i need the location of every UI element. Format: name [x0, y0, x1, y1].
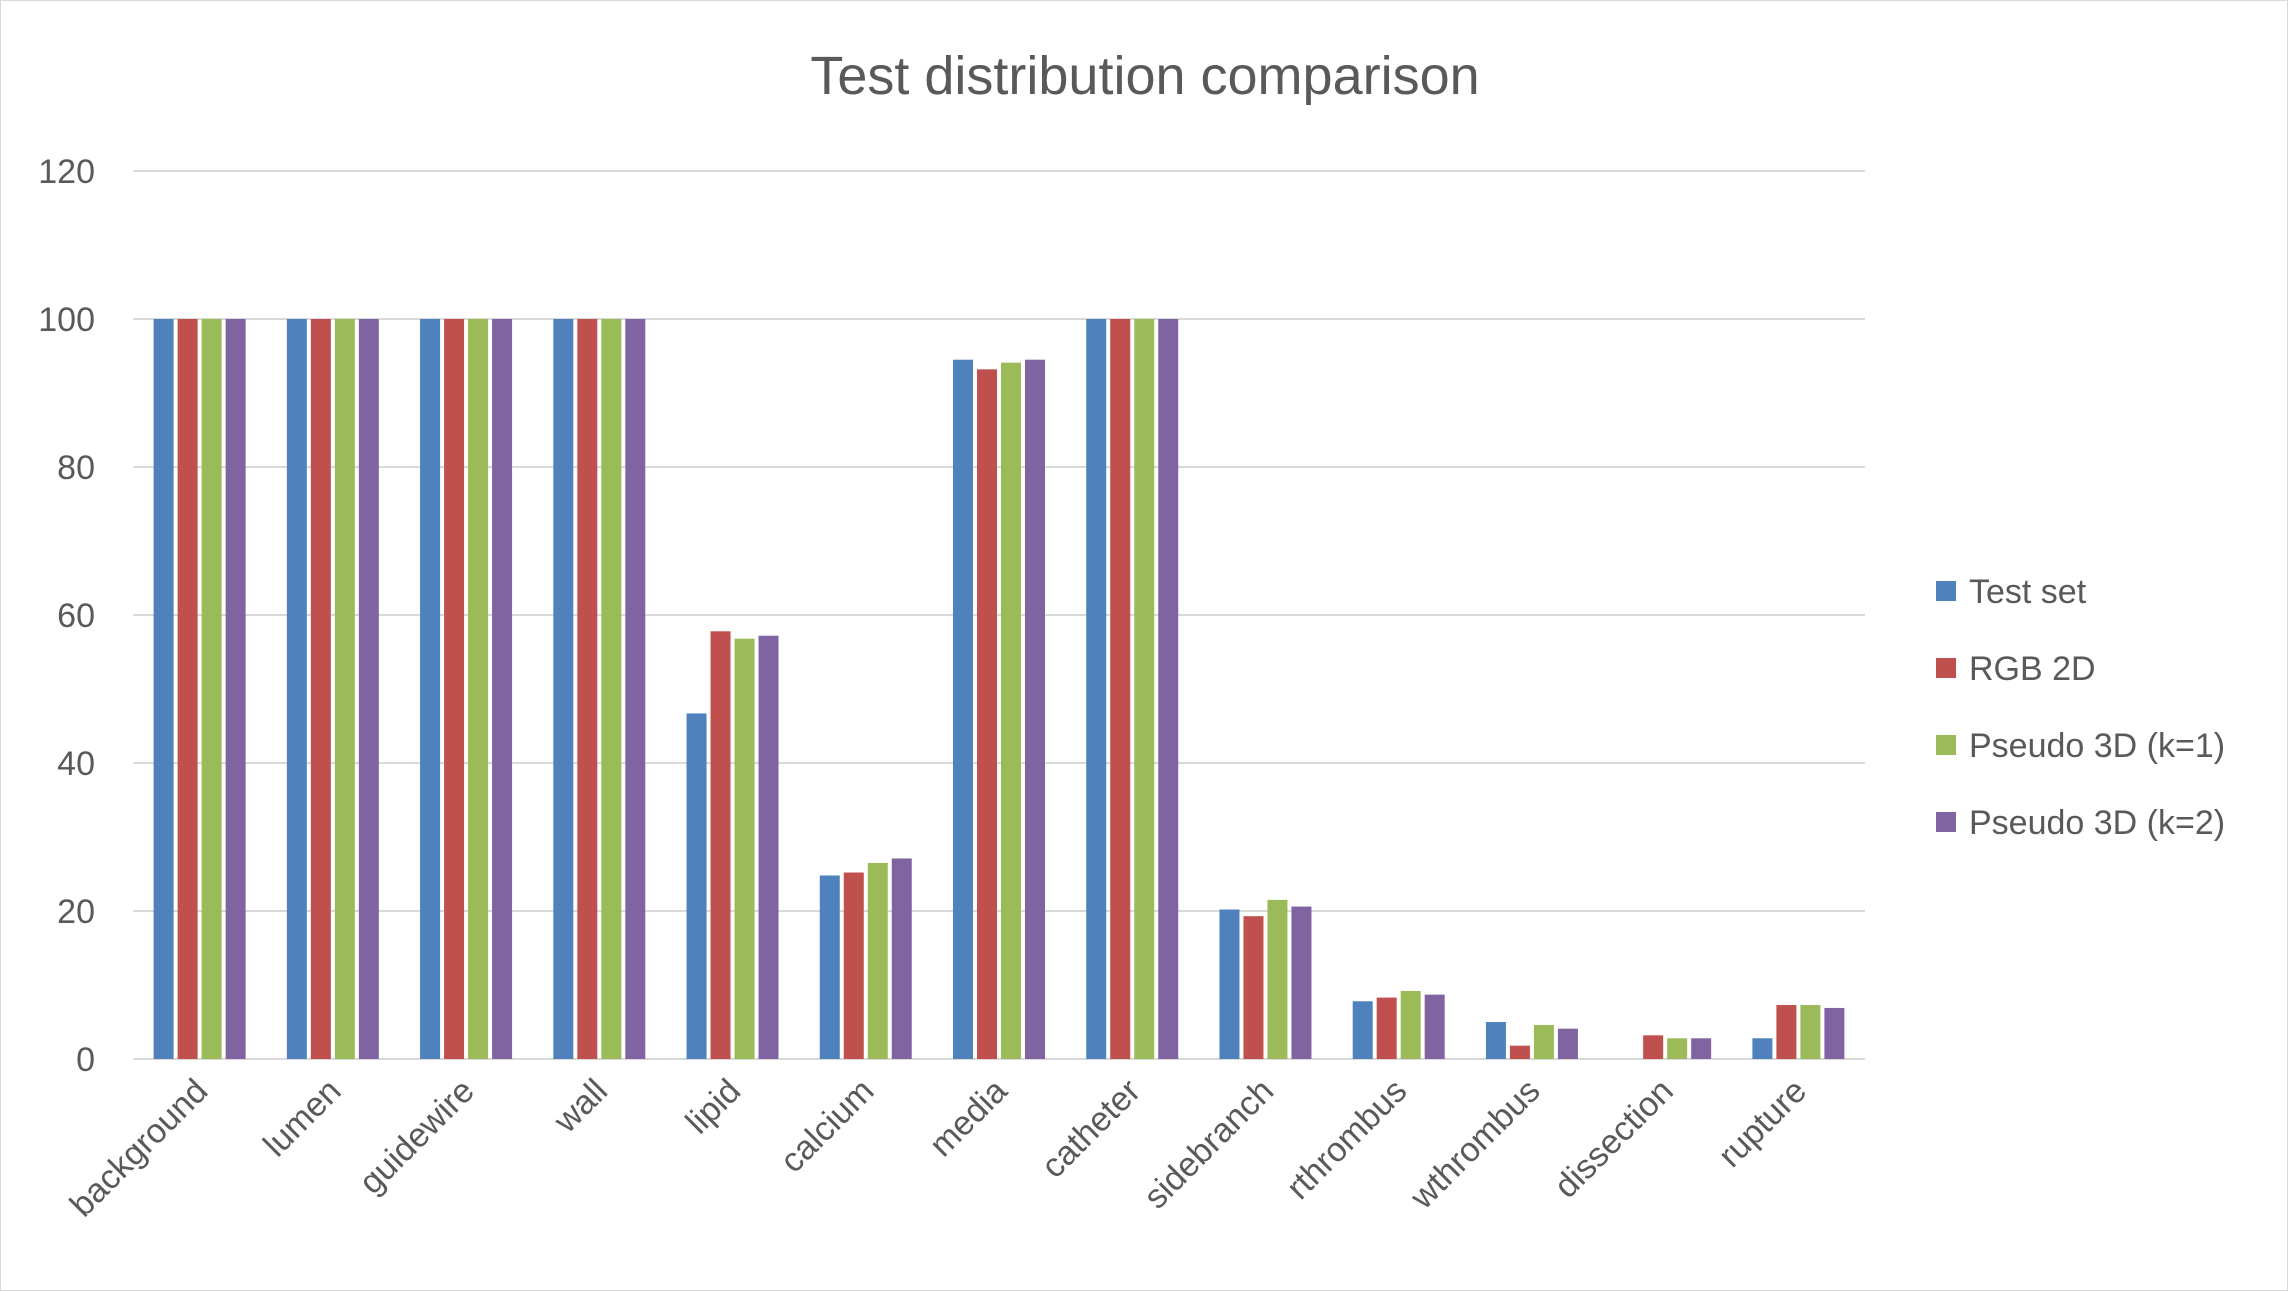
- bar: [1485, 1022, 1506, 1059]
- bar: [1800, 1004, 1821, 1059]
- bar: [734, 638, 755, 1059]
- x-tick-label: wthrombus: [1402, 1072, 1547, 1217]
- legend-label: Test set: [1969, 573, 2087, 611]
- bar: [891, 858, 912, 1059]
- x-tick-label: guidewire: [352, 1072, 482, 1202]
- y-tick-label: 100: [38, 301, 95, 339]
- bar: [686, 713, 707, 1059]
- bar: [1776, 1004, 1797, 1059]
- bar: [1667, 1038, 1688, 1059]
- bar: [1291, 906, 1312, 1059]
- y-tick-label: 40: [57, 745, 95, 783]
- bar: [1243, 916, 1264, 1059]
- bar: [1086, 319, 1107, 1059]
- bar: [1110, 319, 1131, 1059]
- legend: Test set RGB 2D Pseudo 3D (k=1) Pseudo 3D (…: [1936, 573, 2225, 842]
- bar: [577, 319, 598, 1059]
- bar: [1691, 1038, 1712, 1059]
- bar: [977, 369, 997, 1059]
- y-tick-label: 20: [57, 893, 95, 931]
- bar: [1400, 990, 1421, 1059]
- bar: [819, 875, 840, 1059]
- y-tick-label: 120: [38, 153, 95, 191]
- bar: [1557, 1028, 1578, 1059]
- bar: [601, 319, 622, 1059]
- bar: [1752, 1038, 1773, 1059]
- x-tick-label: catheter: [1034, 1072, 1148, 1186]
- bar: [1001, 362, 1021, 1059]
- bar: [1643, 1035, 1664, 1059]
- bar: [177, 319, 198, 1059]
- bar: [201, 319, 222, 1059]
- x-tick-label: wall: [546, 1072, 615, 1141]
- y-axis-ticks: 0 20 40 60 80 100 120: [38, 153, 95, 1079]
- x-tick-label: lipid: [679, 1072, 749, 1142]
- bar: [1376, 997, 1397, 1059]
- legend-label: RGB 2D: [1969, 650, 2096, 688]
- x-tick-label: background: [63, 1072, 216, 1225]
- bar: [953, 359, 973, 1059]
- y-tick-label: 60: [57, 597, 95, 635]
- legend-label: Pseudo 3D (k=1): [1969, 727, 2225, 765]
- bar: [1158, 319, 1179, 1059]
- bar: [867, 862, 888, 1059]
- bar: [286, 319, 307, 1059]
- x-tick-label: rthrombus: [1279, 1072, 1414, 1207]
- bar: [358, 319, 379, 1059]
- x-tick-label: sidebranch: [1137, 1072, 1281, 1216]
- bar: [1424, 994, 1445, 1059]
- x-axis-categories: background lumen guidewire wall lipid calcium…: [63, 1072, 1814, 1225]
- bar: [492, 319, 513, 1059]
- bar: [1352, 1001, 1373, 1059]
- bar: [710, 631, 731, 1059]
- bar: [758, 635, 779, 1059]
- gridlines: [133, 170, 1865, 1060]
- bar: [153, 319, 174, 1059]
- bar: [1267, 899, 1288, 1059]
- bar: [553, 319, 574, 1059]
- x-tick-label: calcium: [773, 1072, 881, 1180]
- x-tick-label: rupture: [1711, 1072, 1814, 1175]
- chart-title: Test distribution comparison: [810, 46, 1479, 106]
- x-tick-label: lumen: [256, 1072, 348, 1164]
- bar: [334, 319, 355, 1059]
- legend-label: Pseudo 3D (k=2): [1969, 804, 2225, 842]
- legend-swatch: [1936, 581, 1956, 601]
- legend-swatch: [1936, 812, 1956, 832]
- legend-swatch: [1936, 735, 1956, 755]
- bar: [420, 319, 441, 1059]
- y-tick-label: 0: [76, 1041, 95, 1079]
- x-tick-label: dissection: [1547, 1072, 1681, 1206]
- bar: [1134, 319, 1155, 1059]
- y-tick-label: 80: [57, 449, 95, 487]
- bar: [1824, 1007, 1845, 1059]
- bar: [444, 319, 465, 1059]
- legend-swatch: [1936, 658, 1956, 678]
- bar: [1509, 1045, 1530, 1059]
- bar: [625, 319, 646, 1059]
- bar: [843, 872, 864, 1059]
- bar: [1025, 359, 1045, 1059]
- x-tick-label: media: [922, 1072, 1014, 1164]
- bar: [1219, 909, 1240, 1059]
- bars: [153, 319, 1845, 1059]
- bar: [468, 319, 489, 1059]
- bar: [310, 319, 331, 1059]
- bar: [1533, 1024, 1554, 1059]
- bar: [225, 319, 246, 1059]
